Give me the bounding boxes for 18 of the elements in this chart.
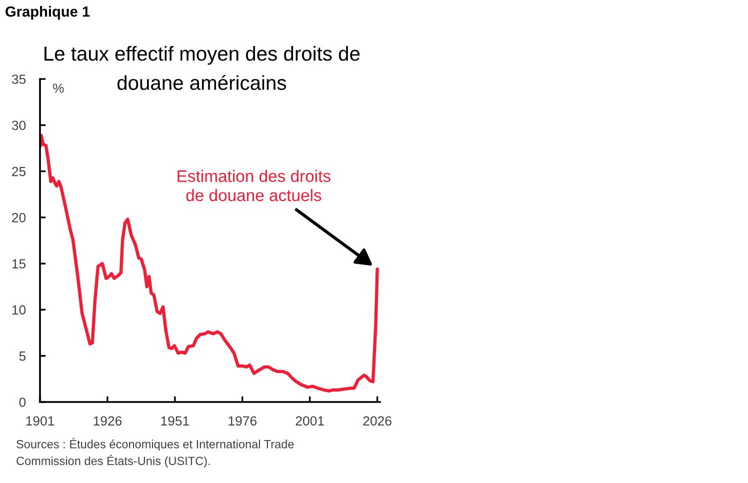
annotation: Estimation des droits de douane actuels [178,170,330,202]
x-tick-label: 2026 [363,416,392,426]
x-tick-label: 1976 [228,416,256,426]
text: Graphique 1 [6,6,90,20]
y-tick-label: 10 [12,305,26,315]
y-tick-label: 30 [12,120,26,130]
x-tick-label: 1951 [161,416,189,426]
source-note: Sources : Études économiques et International Trade Commission des États-Unis (USITC). [16,438,294,468]
y-tick-label: 0 [19,398,26,407]
y-tick-label: 20 [12,212,26,222]
y-tick-label: 5 [19,352,26,361]
x-tick-label: 1901 [26,416,54,426]
x-tick-label: 2001 [296,416,324,426]
y-tick-label: 25 [12,166,26,176]
x-tick-label: 1926 [94,416,122,426]
y-tick-label: 15 [12,259,26,268]
line-series [40,134,379,393]
y-tick-label: 35 [12,74,26,84]
